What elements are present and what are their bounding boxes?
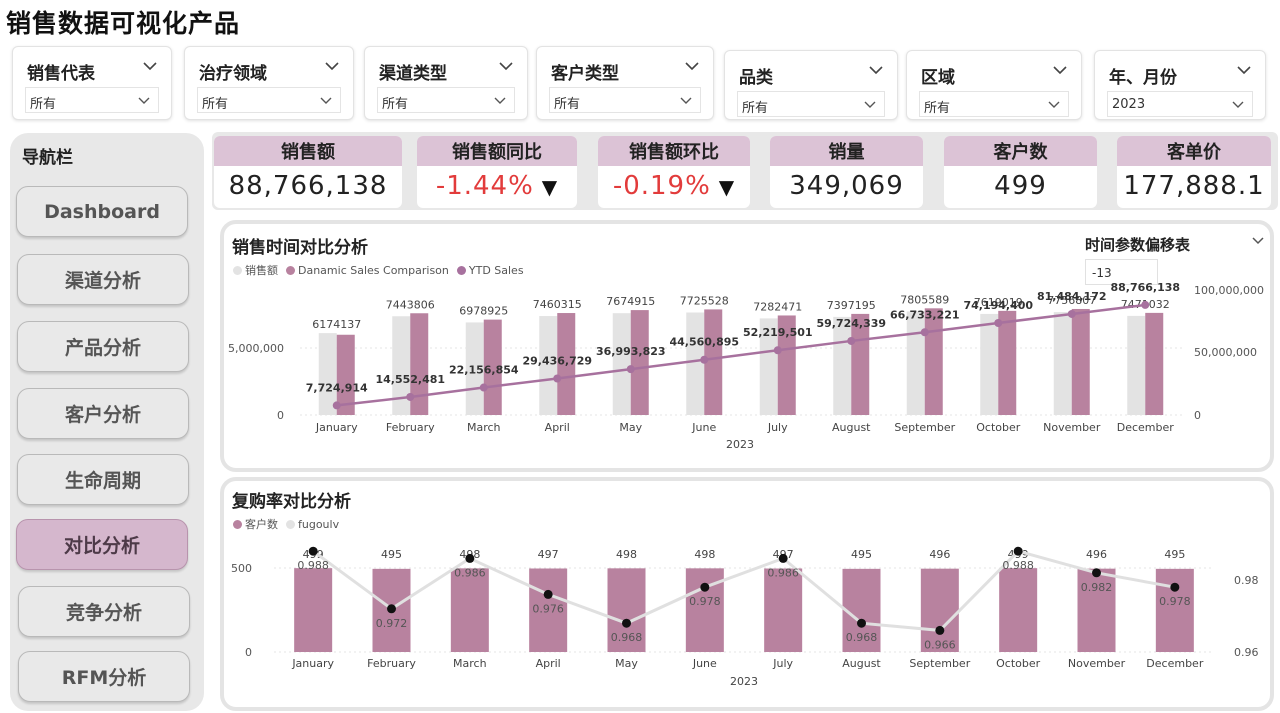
chevron-down-icon[interactable]	[1235, 61, 1253, 79]
filter-value: 所有	[924, 101, 951, 116]
chevron-down-icon[interactable]	[323, 57, 341, 75]
legend-item-customers: 客户数	[233, 516, 278, 532]
legend-dot	[456, 265, 466, 275]
kpi-label: 客单价	[1117, 136, 1271, 166]
chevron-down-icon[interactable]	[1051, 61, 1069, 79]
filter-value: 2023	[1112, 97, 1146, 112]
nav-item-6[interactable]: 竞争分析	[18, 586, 190, 637]
filter-3[interactable]: 客户类型 所有	[536, 46, 714, 120]
kpi-card-1: 销售额同比 -1.44% ▼	[417, 136, 577, 208]
chevron-down-icon[interactable]	[867, 61, 885, 79]
legend-item-fugoulv: fugoulv	[286, 518, 339, 531]
nav-item-5[interactable]: 对比分析	[16, 519, 188, 570]
kpi-label: 销量	[770, 136, 923, 166]
offset-param-input[interactable]: -13	[1085, 259, 1158, 285]
filter-select[interactable]: 所有	[25, 87, 159, 113]
legend-item-sales: 销售额	[233, 262, 278, 278]
kpi-card-4: 客户数 499	[944, 136, 1097, 208]
page-title: 销售数据可视化产品	[6, 9, 241, 38]
kpi-label: 销售额同比	[417, 136, 577, 166]
kpi-label: 客户数	[944, 136, 1097, 166]
chart1-title: 销售时间对比分析	[232, 238, 368, 258]
down-arrow-icon: ▼	[718, 175, 736, 199]
legend-item-dynamic: Danamic Sales Comparison	[286, 264, 449, 277]
kpi-card-0: 销售额 88,766,138	[214, 136, 402, 208]
filter-1[interactable]: 治疗领域 所有	[184, 46, 354, 120]
chart2-legend: 客户数 fugoulv	[233, 516, 339, 532]
filter-2[interactable]: 渠道类型 所有	[364, 46, 528, 120]
kpi-value: -0.19% ▼	[612, 171, 736, 201]
down-arrow-icon: ▼	[541, 175, 559, 199]
chevron-down-icon[interactable]	[492, 92, 508, 108]
chevron-down-icon[interactable]	[497, 57, 515, 75]
legend-dot	[233, 265, 242, 275]
chart1-legend: 销售额 Danamic Sales Comparison YTD Sales	[233, 262, 524, 278]
kpi-card-5: 客单价 177,888.1	[1117, 136, 1271, 208]
chevron-down-icon[interactable]	[862, 96, 878, 112]
filter-4[interactable]: 品类 所有	[724, 50, 898, 120]
kpi-value: 177,888.1	[1123, 171, 1265, 201]
chevron-down-icon[interactable]	[678, 92, 694, 108]
chevron-down-icon[interactable]	[136, 92, 152, 108]
filter-label: 销售代表	[27, 64, 95, 84]
filter-label: 治疗领域	[199, 64, 267, 84]
filter-select[interactable]: 所有	[549, 87, 701, 113]
legend-item-ytd: YTD Sales	[456, 264, 524, 277]
filter-label: 客户类型	[551, 64, 619, 84]
filter-select[interactable]: 所有	[919, 91, 1069, 117]
filter-0[interactable]: 销售代表 所有	[12, 46, 172, 120]
filter-select[interactable]: 所有	[737, 91, 885, 117]
filter-value: 所有	[202, 97, 229, 112]
filter-select[interactable]: 所有	[377, 87, 515, 113]
filter-label: 区域	[921, 68, 955, 88]
kpi-card-3: 销量 349,069	[770, 136, 923, 208]
filter-label: 品类	[739, 68, 773, 88]
chevron-down-icon[interactable]	[683, 57, 701, 75]
filter-5[interactable]: 区域 所有	[906, 50, 1082, 120]
nav-item-7[interactable]: RFM分析	[18, 651, 190, 702]
filter-value: 所有	[554, 97, 581, 112]
nav-item-2[interactable]: 产品分析	[17, 321, 189, 372]
chevron-down-icon[interactable]	[1250, 232, 1266, 248]
repurchase-panel	[220, 477, 1274, 711]
kpi-label: 销售额	[214, 136, 402, 166]
kpi-value: -1.44% ▼	[435, 171, 559, 201]
filter-value: 所有	[30, 97, 57, 112]
filter-value: 所有	[742, 101, 769, 116]
offset-param-label: 时间参数偏移表	[1085, 236, 1191, 254]
chevron-down-icon[interactable]	[1046, 96, 1062, 112]
nav-panel: 导航栏 Dashboard 渠道分析产品分析客户分析生命周期对比分析竞争分析 RFM…	[10, 133, 204, 711]
chevron-down-icon[interactable]	[1230, 96, 1246, 112]
kpi-card-2: 销售额环比 -0.19% ▼	[598, 136, 750, 208]
nav-item-0[interactable]: Dashboard	[16, 186, 188, 237]
filter-value: 所有	[382, 97, 409, 112]
sales-time-panel	[220, 220, 1274, 472]
legend-dot	[233, 519, 242, 529]
nav-item-1[interactable]: 渠道分析	[17, 254, 189, 305]
legend-dot	[286, 265, 295, 275]
filter-label: 渠道类型	[379, 64, 447, 84]
kpi-label: 销售额环比	[598, 136, 750, 166]
chart2-title: 复购率对比分析	[232, 492, 351, 512]
nav-title: 导航栏	[22, 148, 73, 168]
filter-select[interactable]: 2023	[1107, 91, 1253, 117]
chevron-down-icon[interactable]	[318, 92, 334, 108]
filter-select[interactable]: 所有	[197, 87, 341, 113]
kpi-value: 349,069	[789, 171, 904, 201]
filter-6[interactable]: 年、月份 2023	[1094, 50, 1266, 120]
filter-label: 年、月份	[1109, 68, 1177, 88]
chevron-down-icon[interactable]	[141, 57, 159, 75]
nav-item-3[interactable]: 客户分析	[17, 388, 189, 439]
legend-dot	[286, 519, 295, 529]
nav-item-4[interactable]: 生命周期	[17, 454, 189, 505]
kpi-value: 499	[994, 171, 1047, 201]
kpi-value: 88,766,138	[228, 171, 388, 201]
